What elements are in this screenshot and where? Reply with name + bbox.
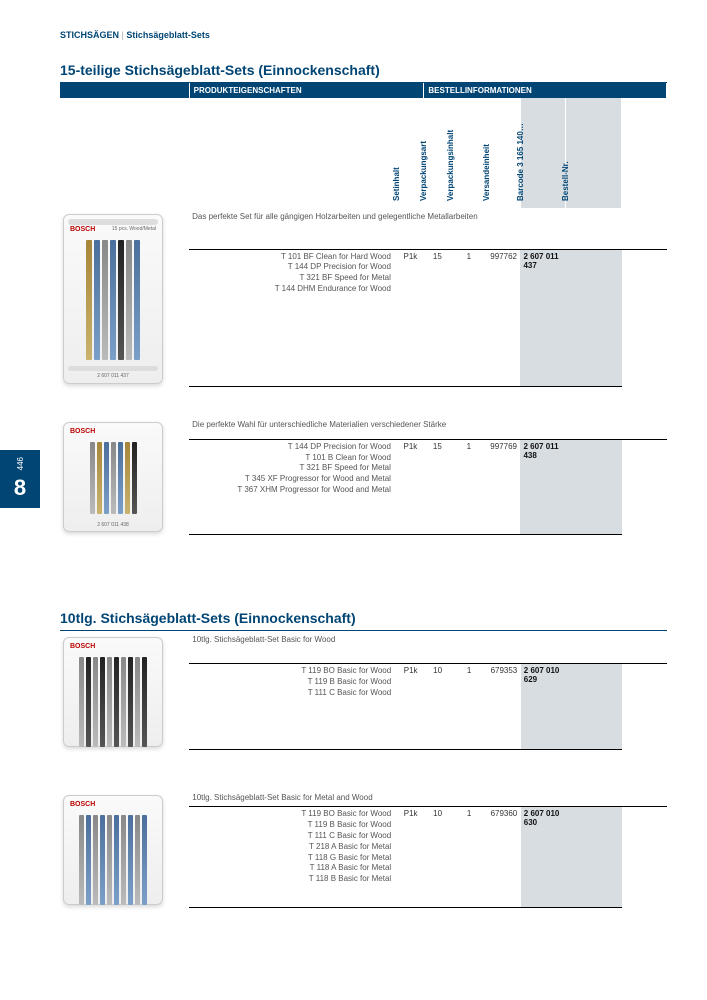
brand-label: BOSCH xyxy=(70,643,95,650)
lines-cell: T 119 BO Basic for WoodT 119 B Basic for… xyxy=(189,664,397,749)
v2: 10 xyxy=(424,807,451,907)
side-tab: 446 8 xyxy=(0,450,40,508)
blades-icon xyxy=(68,651,158,753)
section1-title: 15-teilige Stichsägeblatt-Sets (Einnocke… xyxy=(60,62,667,78)
barcode-cell: 2 607 011 437 xyxy=(520,249,565,386)
v1: P1k xyxy=(397,439,424,534)
pad-cell xyxy=(622,664,667,749)
chapter-number: 8 xyxy=(14,475,26,501)
lines-cell: T 144 DP Precision for WoodT 101 B Clean… xyxy=(189,439,397,534)
th-c5: Barcode 3 165 140… xyxy=(520,98,565,208)
v1: P1k xyxy=(397,807,424,907)
pad-cell xyxy=(622,807,667,907)
spacer-row xyxy=(60,386,667,416)
v4: 679353 xyxy=(487,664,521,749)
bestell-cell xyxy=(565,249,621,386)
th-img xyxy=(60,98,189,208)
v1: P1k xyxy=(397,664,424,749)
image-cell: BOSCH xyxy=(60,789,189,907)
bestell-cell xyxy=(566,807,622,907)
v1: P1k xyxy=(397,249,424,386)
blades-icon xyxy=(68,436,158,520)
v2: 15 xyxy=(424,249,451,386)
catalog-table-1: PRODUKTEIGENSCHAFTEN BESTELLINFORMATIONE… xyxy=(60,83,667,574)
desc-cell: 10tlg. Stichsägeblatt-Set Basic for Wood xyxy=(189,631,667,664)
bestell-cell xyxy=(566,664,622,749)
product-image: BOSCH xyxy=(63,637,163,747)
v2: 10 xyxy=(424,664,451,749)
breadcrumb-section: STICHSÄGEN xyxy=(60,30,119,40)
page-number: 446 xyxy=(16,457,25,470)
header-row-2: Setinhalt Verpackungsart Verpackungsinha… xyxy=(60,98,667,208)
lines-cell: T 101 BF Clean for Hard WoodT 144 DP Pre… xyxy=(189,249,397,386)
table-row: BOSCH 10tlg. Stichsägeblatt-Set Basic for… xyxy=(60,631,667,664)
v4: 679360 xyxy=(487,807,521,907)
v3: 1 xyxy=(451,439,487,534)
desc-cell: Das perfekte Set für alle gängigen Holza… xyxy=(189,208,666,249)
breadcrumb: STICHSÄGEN | Stichsägeblatt-Sets xyxy=(60,30,667,40)
table-row: BOSCH2 607 011 438Die perfekte Wahl für … xyxy=(60,416,667,439)
v4: 997762 xyxy=(487,249,521,386)
breadcrumb-page: Stichsägeblatt-Sets xyxy=(126,30,210,40)
v3: 1 xyxy=(451,664,487,749)
th-pad xyxy=(622,98,667,208)
image-cell: BOSCH 2 607 011 438 xyxy=(60,416,189,534)
catalog-table-2: BOSCH 10tlg. Stichsägeblatt-Set Basic for… xyxy=(60,631,667,947)
brand-label: BOSCH xyxy=(70,428,95,435)
v2: 15 xyxy=(424,439,451,534)
v3: 1 xyxy=(451,249,487,386)
desc-cell: Die perfekte Wahl für unterschiedliche M… xyxy=(189,416,666,439)
v3: 1 xyxy=(451,807,487,907)
barcode-cell: 2 607 011 438 xyxy=(520,439,565,534)
blades-icon xyxy=(68,234,158,366)
page-body: STICHSÄGEN | Stichsägeblatt-Sets 15-teil… xyxy=(0,0,707,957)
product-image: BOSCH 2 607 011 438 xyxy=(63,422,163,532)
th-blank xyxy=(60,83,189,98)
blades-icon xyxy=(68,809,158,911)
th-desc xyxy=(189,98,397,208)
image-cell: BOSCH xyxy=(60,631,189,749)
bestell-cell xyxy=(565,439,621,534)
pad-cell xyxy=(622,439,667,534)
lines-cell: T 119 BO Basic for WoodT 119 B Basic for… xyxy=(189,807,397,907)
barcode-cell: 2 607 010 629 xyxy=(521,664,566,749)
brand-label: BOSCH xyxy=(70,801,95,808)
barcode-cell: 2 607 010 630 xyxy=(521,807,566,907)
table-row: BOSCH15 pcs. Wood/Metal2 607 011 437Das … xyxy=(60,208,667,249)
image-caption: 2 607 011 438 xyxy=(68,522,158,528)
image-cell: BOSCH15 pcs. Wood/Metal2 607 011 437 xyxy=(60,208,189,386)
product-image: BOSCH15 pcs. Wood/Metal2 607 011 437 xyxy=(63,214,163,384)
spacer-row xyxy=(60,534,667,574)
section2-title: 10tlg. Stichsägeblatt-Sets (Einnockensch… xyxy=(60,610,667,626)
th-produkt: PRODUKTEIGENSCHAFTEN xyxy=(189,83,424,98)
table-row: BOSCH 10tlg. Stichsägeblatt-Set Basic for… xyxy=(60,789,667,807)
th-bestell: BESTELLINFORMATIONEN xyxy=(424,83,667,98)
pad-cell xyxy=(622,249,667,386)
product-image: BOSCH xyxy=(63,795,163,905)
v4: 997769 xyxy=(487,439,521,534)
th-c6: Bestell-Nr. xyxy=(565,98,621,208)
spacer-row xyxy=(60,907,667,947)
brand-label: BOSCH xyxy=(70,226,95,233)
image-caption: 2 607 011 437 xyxy=(68,373,158,379)
desc-cell: 10tlg. Stichsägeblatt-Set Basic for Meta… xyxy=(189,789,667,807)
spacer-row xyxy=(60,749,667,789)
header-row: PRODUKTEIGENSCHAFTEN BESTELLINFORMATIONE… xyxy=(60,83,667,98)
